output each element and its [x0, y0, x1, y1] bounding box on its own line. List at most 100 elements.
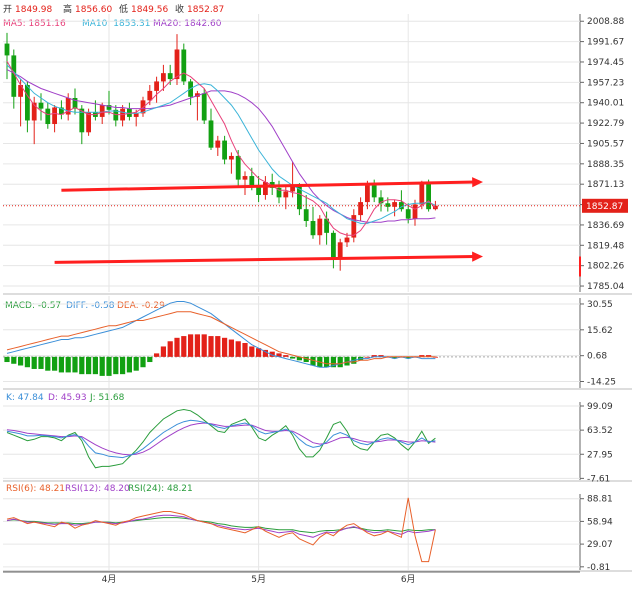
kdj-legend: K: 47.84 D: 45.93 J: 51.68	[6, 393, 125, 403]
macd-legend: MACD: -0.57 DIFF: -0.58 DEA: -0.29	[5, 301, 165, 311]
macd-histogram-bar	[52, 356, 58, 371]
macd-histogram-bar	[249, 346, 255, 357]
close-label: 收	[175, 3, 184, 15]
rsi-legend-24: RSI(24): 48.21	[128, 484, 193, 494]
macd-histogram-bar	[31, 356, 37, 369]
macd-histogram-bar	[392, 356, 398, 359]
ma20-line	[6, 69, 436, 223]
macd-histogram-bar	[24, 356, 30, 368]
candle-body	[18, 84, 23, 97]
candle-body	[86, 112, 91, 133]
candle-body	[45, 108, 51, 125]
macd-legend-macd: MACD: -0.57	[5, 301, 61, 311]
macd-histogram-bar	[222, 337, 228, 357]
candle-body	[249, 176, 255, 186]
candle-body	[385, 203, 391, 207]
candle-body	[208, 120, 214, 148]
macd-histogram-bar	[58, 356, 64, 373]
macd-histogram-bar	[242, 343, 248, 357]
macd-tick-label: -14.25	[587, 378, 616, 388]
macd-histogram-bar	[371, 355, 377, 357]
kdj-k-line	[6, 419, 436, 459]
macd-histogram-bar	[174, 337, 180, 357]
candle-body	[113, 109, 119, 121]
candle-body	[256, 185, 261, 195]
rsi-legend-6: RSI(6): 48.21	[6, 484, 65, 494]
macd-histogram-bar	[215, 336, 221, 357]
kdj-j-line	[6, 408, 436, 469]
macd-histogram-bar	[337, 356, 343, 368]
low-label: 低	[119, 3, 128, 15]
candle-body	[195, 93, 200, 97]
candle-body	[310, 221, 316, 236]
candle-body	[52, 107, 57, 125]
macd-histogram-bar	[140, 356, 146, 368]
macd-histogram-bar	[330, 356, 336, 368]
macd-histogram-bar	[194, 334, 200, 357]
candle-body	[324, 218, 329, 233]
macd-histogram-bar	[228, 339, 234, 357]
macd-histogram-bar	[65, 356, 71, 373]
macd-histogram-bar	[296, 356, 302, 361]
candle-body	[378, 197, 384, 204]
macd-histogram-bar	[120, 356, 126, 375]
macd-histogram-bar	[92, 356, 98, 375]
candle-body	[222, 140, 227, 160]
candle-body	[11, 55, 17, 97]
macd-dea-line	[6, 311, 436, 365]
ma5-legend: MA5: 1851.16	[3, 19, 66, 29]
candle-body	[419, 183, 425, 205]
rsi-tick-label: 58.94	[587, 517, 613, 527]
x-axis-month-label: 5月	[251, 574, 266, 585]
candle-body	[405, 209, 411, 219]
candle-body	[99, 105, 105, 117]
macd-histogram-bar	[133, 356, 139, 371]
macd-histogram-bar	[181, 336, 187, 357]
macd-diff-line	[6, 301, 436, 368]
macd-histogram-bar	[4, 356, 10, 363]
candle-body	[59, 107, 64, 115]
candle-body	[399, 202, 404, 210]
high-label: 高	[63, 3, 72, 15]
price-tick-label: 2008.88	[587, 17, 624, 27]
rsi-tick-label: 88.81	[587, 495, 613, 505]
rsi-tick-label: -0.81	[587, 563, 610, 573]
candle-body	[263, 181, 268, 195]
candle-body	[65, 97, 71, 115]
candle-body	[344, 237, 350, 243]
candle-body	[317, 218, 323, 236]
candle-body	[181, 49, 187, 82]
open-label: 开	[3, 4, 12, 15]
macd-histogram-bar	[160, 346, 166, 357]
candle-body	[242, 176, 248, 180]
candle-body	[79, 108, 85, 133]
candle-body	[188, 81, 193, 97]
candle-body	[4, 43, 10, 56]
candle-body	[371, 185, 377, 198]
price-tick-label: 1871.13	[587, 180, 624, 190]
price-tick-label: 1991.67	[587, 38, 624, 48]
macd-histogram-bar	[208, 336, 214, 357]
macd-tick-label: 0.68	[587, 352, 607, 362]
candle-body	[215, 140, 221, 148]
ma-legend: MA5: 1851.16 MA10: 1853.31 MA20: 1842.60	[3, 19, 222, 29]
last-price-tag	[582, 198, 628, 213]
kdj-tick-label: 27.95	[587, 450, 613, 460]
macd-histogram-bar	[290, 356, 296, 359]
macd-tick-label: 15.62	[587, 326, 613, 336]
macd-histogram-bar	[303, 356, 309, 363]
kdj-legend-k: K: 47.84	[6, 393, 44, 403]
chart-layer: 2008.88 1991.67 1974.45 1957.23 1940.01 1922.…	[3, 14, 632, 585]
macd-histogram-bar	[86, 356, 92, 375]
macd-histogram-bar	[72, 356, 78, 373]
candle-body	[72, 97, 78, 109]
trendline-arrow-shaft	[61, 180, 476, 192]
macd-legend-dea: DEA: -0.29	[117, 301, 165, 311]
low-value: 1849.56	[131, 5, 168, 15]
kdj-legend-d: D: 45.93	[48, 393, 87, 403]
macd-histogram-bar	[45, 356, 51, 371]
candle-body	[412, 204, 418, 219]
rsi6-line	[6, 497, 436, 563]
macd-histogram-bar	[38, 356, 44, 369]
